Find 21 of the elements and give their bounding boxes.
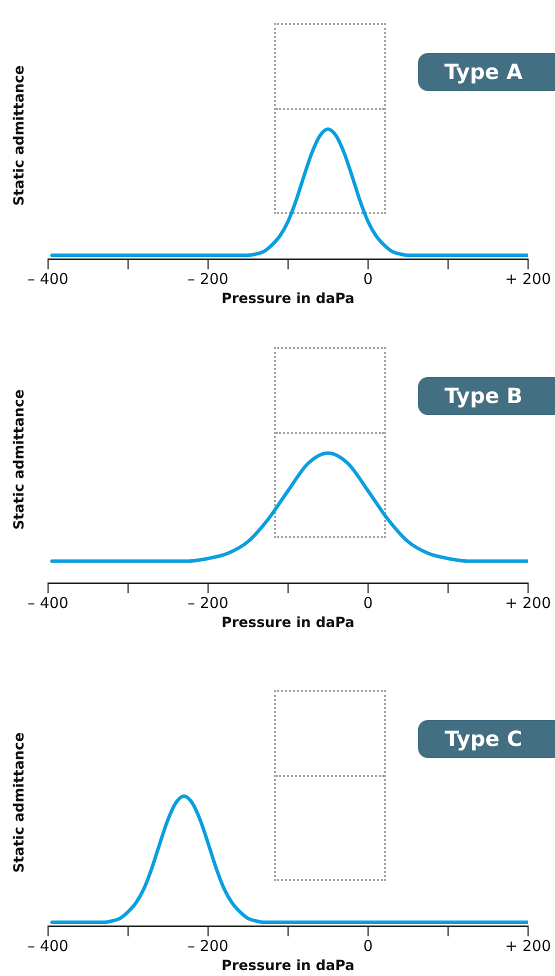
x-tick-label: – 200 <box>188 270 228 288</box>
chart-title: Type A <box>418 53 555 91</box>
x-tick-label: + 200 <box>505 937 551 956</box>
x-tick-label: – 200 <box>188 937 228 956</box>
y-axis-title: Static admittance <box>12 732 28 873</box>
x-axis-title: Pressure in daPa <box>221 615 355 632</box>
x-tick-label: + 200 <box>505 270 551 288</box>
x-tick-label: – 400 <box>28 937 68 956</box>
x-axis-title: Pressure in daPa <box>221 291 355 308</box>
x-axis-title: Pressure in daPa <box>221 958 355 974</box>
x-tick-label: – 400 <box>28 594 68 612</box>
x-tick-label: 0 <box>363 270 373 288</box>
chart-title: Type B <box>418 377 555 415</box>
y-axis-title: Static admittance <box>12 389 28 530</box>
chart-title: Type C <box>418 720 555 758</box>
x-tick-label: 0 <box>363 594 373 612</box>
y-axis-title: Static admittance <box>12 65 28 206</box>
x-tick-label: + 200 <box>505 594 551 612</box>
x-tick-label: – 400 <box>28 270 68 288</box>
x-tick-label: 0 <box>363 937 373 956</box>
x-tick-label: – 200 <box>188 594 228 612</box>
